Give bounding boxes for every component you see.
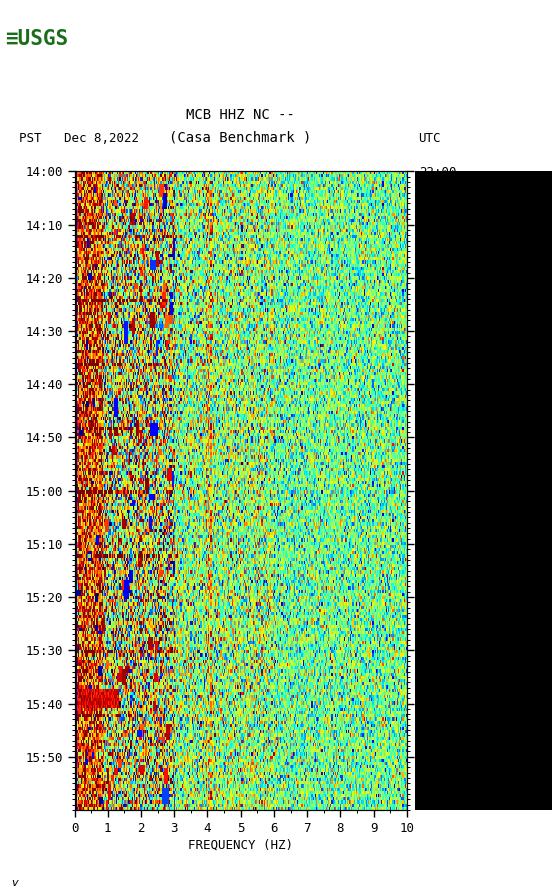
Text: UTC: UTC xyxy=(418,131,440,145)
X-axis label: FREQUENCY (HZ): FREQUENCY (HZ) xyxy=(188,839,293,852)
Text: ≡USGS: ≡USGS xyxy=(6,29,68,48)
Text: MCB HHZ NC --: MCB HHZ NC -- xyxy=(186,108,295,122)
Text: (Casa Benchmark ): (Casa Benchmark ) xyxy=(169,130,312,145)
Text: $v$: $v$ xyxy=(11,878,20,888)
Text: PST   Dec 8,2022: PST Dec 8,2022 xyxy=(19,131,139,145)
